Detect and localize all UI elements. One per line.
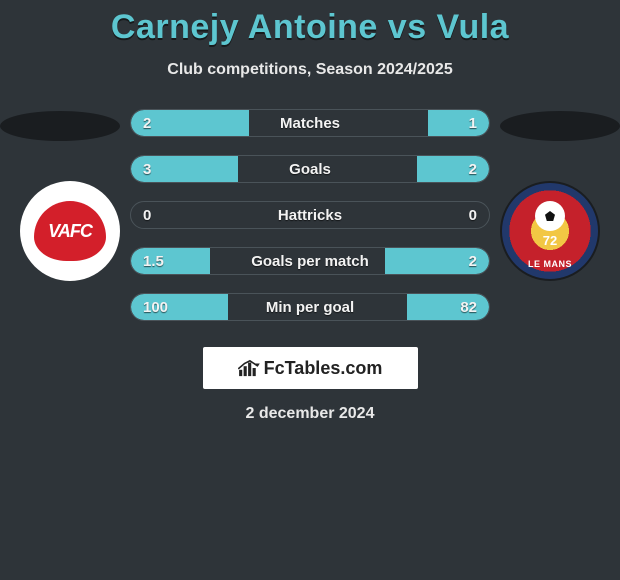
season-subtitle: Club competitions, Season 2024/2025 bbox=[0, 61, 620, 79]
stat-bars: 21Matches 32Goals 00Hattricks 1.52Goals per… bbox=[130, 109, 490, 339]
page-title: Carnejy Antoine vs Vula bbox=[0, 8, 620, 47]
stat-row: 21Matches bbox=[130, 109, 490, 137]
club-logo-left: VAFC bbox=[20, 181, 120, 281]
vafc-badge-text: VAFC bbox=[34, 201, 106, 261]
lemans-badge: 72 LE MANS bbox=[500, 181, 600, 281]
vafc-badge: VAFC bbox=[20, 181, 120, 281]
shadow-left bbox=[0, 111, 120, 141]
stat-label: Goals per match bbox=[131, 248, 489, 274]
soccer-ball-icon bbox=[535, 201, 565, 231]
club-logo-right: 72 LE MANS bbox=[500, 181, 600, 281]
stat-label: Matches bbox=[131, 110, 489, 136]
stat-label: Goals bbox=[131, 156, 489, 182]
lemans-number: 72 bbox=[543, 233, 557, 248]
brand-text: FcTables.com bbox=[264, 358, 383, 379]
snapshot-date: 2 december 2024 bbox=[0, 405, 620, 423]
chart-icon bbox=[238, 359, 260, 377]
comparison-panel: VAFC 72 LE MANS 21Matches 32Goals 00Hattri… bbox=[0, 109, 620, 329]
stat-row: 1.52Goals per match bbox=[130, 247, 490, 275]
lemans-name: LE MANS bbox=[528, 259, 572, 269]
stat-label: Hattricks bbox=[131, 202, 489, 228]
stat-label: Min per goal bbox=[131, 294, 489, 320]
stat-row: 00Hattricks bbox=[130, 201, 490, 229]
brand-badge: FcTables.com bbox=[203, 347, 418, 389]
stat-row: 10082Min per goal bbox=[130, 293, 490, 321]
shadow-right bbox=[500, 111, 620, 141]
stat-row: 32Goals bbox=[130, 155, 490, 183]
